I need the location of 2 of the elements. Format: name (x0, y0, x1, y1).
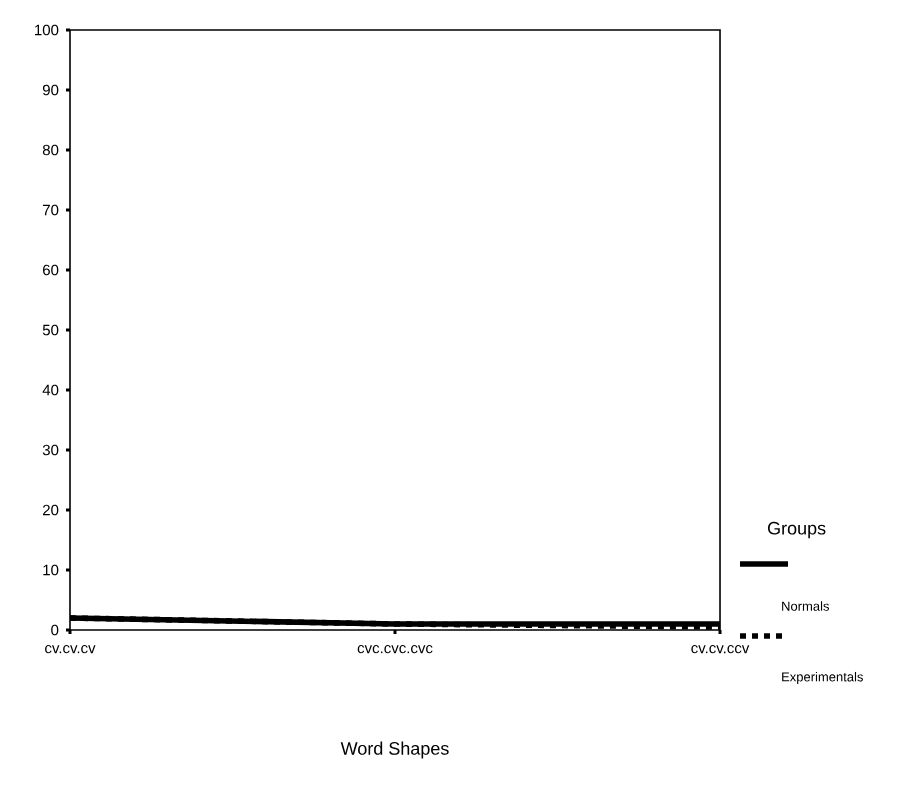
x-axis-title: Word Shapes (340, 741, 449, 759)
legend-title: Groups (767, 521, 826, 539)
